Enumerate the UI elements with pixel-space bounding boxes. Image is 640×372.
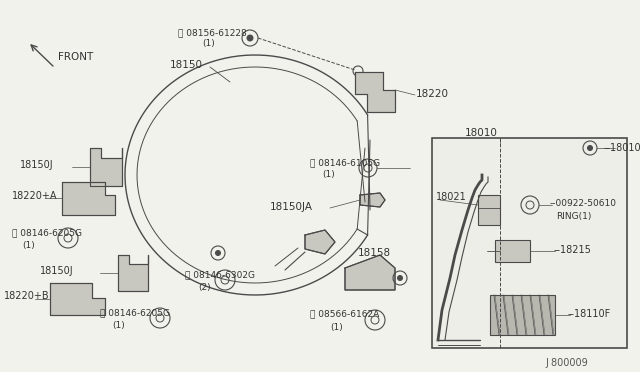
Text: Ⓢ 08566-6162A: Ⓢ 08566-6162A bbox=[310, 309, 380, 318]
Text: 18010: 18010 bbox=[465, 128, 498, 138]
Bar bbox=[432, 138, 627, 348]
Circle shape bbox=[247, 35, 253, 41]
Text: Ⓑ 08146-6105G: Ⓑ 08146-6105G bbox=[310, 158, 380, 167]
Text: (2): (2) bbox=[198, 283, 211, 292]
Text: Ⓑ 08156-61228: Ⓑ 08156-61228 bbox=[178, 28, 247, 37]
Text: 18220: 18220 bbox=[416, 89, 449, 99]
Text: 18150: 18150 bbox=[170, 60, 203, 70]
Text: --18110F: --18110F bbox=[568, 309, 611, 319]
Polygon shape bbox=[62, 182, 115, 215]
Polygon shape bbox=[50, 283, 105, 315]
Bar bbox=[478, 195, 500, 225]
Text: 18150JA: 18150JA bbox=[270, 202, 313, 212]
Text: (1): (1) bbox=[322, 170, 335, 179]
Text: J 800009: J 800009 bbox=[545, 358, 588, 368]
Text: (1): (1) bbox=[202, 39, 215, 48]
Text: (1): (1) bbox=[22, 241, 35, 250]
Text: Ⓑ 08146-6205G: Ⓑ 08146-6205G bbox=[100, 308, 170, 317]
Circle shape bbox=[588, 145, 593, 151]
Circle shape bbox=[216, 250, 221, 256]
Polygon shape bbox=[345, 255, 395, 290]
Bar bbox=[495, 240, 530, 262]
Text: --00922-50610: --00922-50610 bbox=[550, 199, 617, 208]
Text: RING(1): RING(1) bbox=[556, 212, 591, 221]
Text: --18215: --18215 bbox=[554, 245, 592, 255]
Text: 18021: 18021 bbox=[436, 192, 467, 202]
Text: 18150J: 18150J bbox=[40, 266, 74, 276]
Polygon shape bbox=[355, 72, 395, 112]
Text: 18158: 18158 bbox=[358, 248, 391, 258]
Text: (1): (1) bbox=[112, 321, 125, 330]
Polygon shape bbox=[490, 295, 555, 335]
Text: FRONT: FRONT bbox=[58, 52, 93, 62]
Text: (1): (1) bbox=[330, 323, 343, 332]
Text: Ⓑ 08146-6302G: Ⓑ 08146-6302G bbox=[185, 270, 255, 279]
Text: Ⓑ 08146-6205G: Ⓑ 08146-6205G bbox=[12, 228, 82, 237]
Text: 18150J: 18150J bbox=[20, 160, 54, 170]
Polygon shape bbox=[90, 148, 122, 186]
Text: 18220+A: 18220+A bbox=[12, 191, 58, 201]
Polygon shape bbox=[360, 193, 385, 207]
Text: --18010B: --18010B bbox=[604, 143, 640, 153]
Text: 18220+B: 18220+B bbox=[4, 291, 50, 301]
Polygon shape bbox=[118, 255, 148, 291]
Circle shape bbox=[397, 276, 403, 280]
Polygon shape bbox=[305, 230, 335, 254]
